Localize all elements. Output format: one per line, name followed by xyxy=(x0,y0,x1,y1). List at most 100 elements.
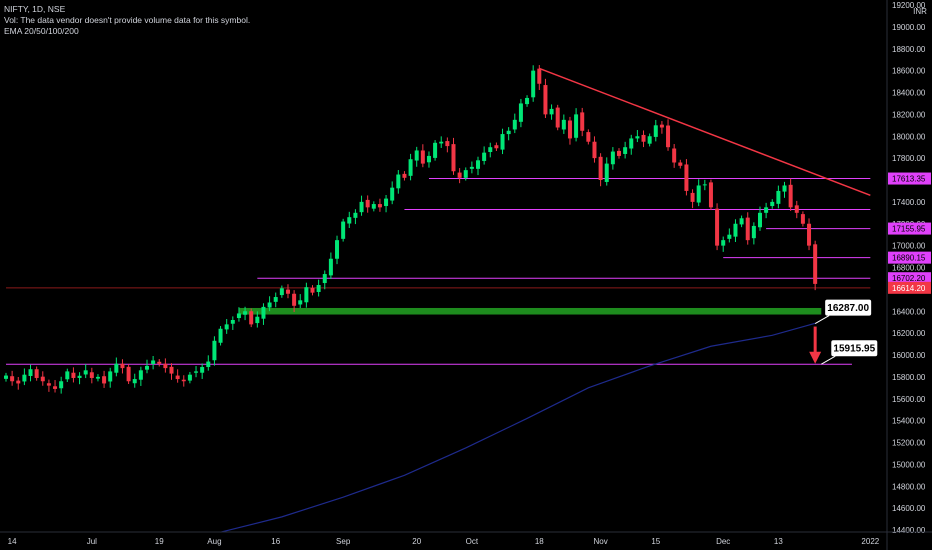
annotations: 16287.00 15915.95 xyxy=(814,299,878,365)
candle xyxy=(745,212,750,245)
candle-body xyxy=(488,147,493,152)
candle xyxy=(175,369,180,383)
y-tick-label: 17400.00 xyxy=(892,198,926,207)
candle-body xyxy=(261,306,266,319)
candle xyxy=(144,359,149,374)
candle-body xyxy=(114,363,119,373)
candle xyxy=(371,201,376,212)
candle xyxy=(102,370,107,388)
y-tick-label: 18000.00 xyxy=(892,132,926,141)
candle xyxy=(53,380,58,393)
candle xyxy=(488,142,493,158)
candle-body xyxy=(469,166,474,169)
candle xyxy=(555,104,560,131)
candle xyxy=(249,308,254,328)
candle-body xyxy=(236,313,241,319)
candle-body xyxy=(77,375,82,378)
trendline-segment xyxy=(539,67,871,197)
candle xyxy=(163,358,168,373)
y-tick-label: 15200.00 xyxy=(892,439,926,448)
candle-body xyxy=(34,369,39,378)
candle xyxy=(16,376,21,390)
candle xyxy=(549,104,554,120)
x-tick-label: 15 xyxy=(651,537,660,546)
candle-body xyxy=(285,289,290,294)
candle-body xyxy=(555,107,560,128)
y-tick-label: 15800.00 xyxy=(892,373,926,382)
candle xyxy=(138,366,143,386)
y-tick-label: 16800.00 xyxy=(892,264,926,273)
candle xyxy=(506,127,511,141)
candle-body xyxy=(635,136,640,139)
candle-body xyxy=(365,199,370,208)
candle xyxy=(610,147,615,170)
candle-body xyxy=(715,208,720,246)
candle-body xyxy=(445,141,450,147)
price-tag: 16702.20 xyxy=(888,272,931,285)
currency-label: INR xyxy=(913,7,927,16)
candle xyxy=(341,218,346,242)
ema-label[interactable]: EMA 20/50/100/200 xyxy=(4,26,79,36)
candle xyxy=(764,202,769,219)
candle xyxy=(359,195,364,216)
candle-body xyxy=(328,258,333,276)
candle-body xyxy=(359,201,364,213)
callout-pointer xyxy=(821,355,836,365)
candle-body xyxy=(144,365,149,370)
symbol-label[interactable]: NIFTY, 1D, NSE xyxy=(4,4,66,14)
candle-body xyxy=(512,119,517,130)
y-tick-label: 19000.00 xyxy=(892,23,926,32)
candle xyxy=(206,355,211,371)
candle xyxy=(292,290,297,313)
candle xyxy=(402,171,407,181)
candle-body xyxy=(586,132,591,142)
candle-body xyxy=(794,205,799,213)
candle-body xyxy=(396,174,401,189)
candle-body xyxy=(617,150,621,156)
price-tag-label: 16702.20 xyxy=(892,274,926,283)
candle xyxy=(708,179,713,211)
candle-body xyxy=(22,374,27,382)
candle-body xyxy=(212,340,217,361)
candle-body xyxy=(690,192,695,202)
candle xyxy=(598,153,603,187)
candle-body xyxy=(610,151,615,165)
x-tick-label: Jul xyxy=(87,537,97,546)
candle xyxy=(169,363,174,380)
candle xyxy=(390,181,395,205)
candle-body xyxy=(788,184,793,208)
time-axis[interactable]: 14 Jul 19 Aug 16 Sep 20 Oct 18 Nov 15 Dec 13 2022 xyxy=(0,531,932,546)
candle xyxy=(71,367,76,383)
candle-body xyxy=(745,217,750,241)
candle-body xyxy=(451,144,456,172)
candle-body xyxy=(739,218,744,225)
candle xyxy=(623,141,628,159)
candle-body xyxy=(40,376,45,382)
candle-body xyxy=(126,366,131,382)
candle-body xyxy=(721,240,726,246)
candle-body xyxy=(426,155,431,163)
candle-body xyxy=(549,108,554,115)
price-tag-bg xyxy=(888,281,931,294)
candle-body xyxy=(10,376,15,382)
candle xyxy=(629,134,634,155)
x-tick-label: Sep xyxy=(336,537,351,546)
candle-body xyxy=(65,371,70,380)
candle-body xyxy=(402,173,407,178)
candle-body xyxy=(666,125,671,148)
candle-body xyxy=(770,201,775,207)
x-tick-label: Oct xyxy=(466,537,479,546)
callout-box xyxy=(825,299,872,316)
candle-body xyxy=(672,148,677,163)
candle xyxy=(353,209,358,225)
candle-body xyxy=(341,221,346,239)
x-tick-label: Nov xyxy=(593,537,607,546)
candle xyxy=(243,306,248,321)
candle-body xyxy=(194,371,199,373)
candle xyxy=(561,114,566,134)
candle-body xyxy=(169,366,174,374)
candle xyxy=(666,119,671,151)
candle xyxy=(384,194,389,213)
